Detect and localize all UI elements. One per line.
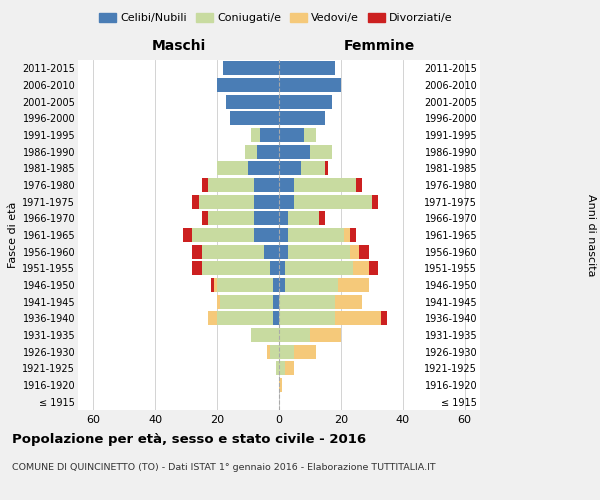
Bar: [208, 211, 254, 226]
Bar: [223, 62, 279, 76]
Bar: [295, 344, 316, 359]
Bar: [208, 178, 254, 192]
Bar: [273, 278, 279, 292]
Bar: [230, 112, 279, 126]
Bar: [279, 211, 288, 226]
Bar: [279, 261, 285, 276]
Bar: [279, 294, 335, 308]
Bar: [279, 162, 301, 175]
Text: Anni di nascita: Anni di nascita: [586, 194, 596, 276]
Legend: Celibi/Nubili, Coniugati/e, Vedovi/e, Divorziati/e: Celibi/Nubili, Coniugati/e, Vedovi/e, Di…: [95, 8, 457, 28]
Bar: [285, 261, 353, 276]
Bar: [279, 344, 295, 359]
Bar: [310, 328, 341, 342]
Bar: [279, 94, 332, 109]
Text: COMUNE DI QUINCINETTO (TO) - Dati ISTAT 1° gennaio 2016 - Elaborazione TUTTITALI: COMUNE DI QUINCINETTO (TO) - Dati ISTAT …: [12, 462, 436, 471]
Bar: [254, 194, 279, 209]
Bar: [276, 361, 279, 376]
Bar: [310, 144, 332, 159]
Bar: [254, 228, 279, 242]
Bar: [304, 128, 316, 142]
Bar: [202, 244, 263, 259]
Bar: [260, 128, 279, 142]
Bar: [335, 294, 362, 308]
Bar: [359, 244, 368, 259]
Bar: [208, 311, 217, 326]
Text: Popolazione per età, sesso e stato civile - 2016: Popolazione per età, sesso e stato civil…: [12, 432, 366, 446]
Bar: [279, 278, 285, 292]
Bar: [368, 261, 378, 276]
Bar: [350, 244, 359, 259]
Bar: [217, 294, 220, 308]
Bar: [193, 228, 254, 242]
Bar: [279, 112, 325, 126]
Bar: [226, 94, 279, 109]
Bar: [251, 328, 279, 342]
Bar: [254, 178, 279, 192]
Bar: [344, 228, 350, 242]
Bar: [279, 361, 285, 376]
Bar: [263, 244, 279, 259]
Bar: [356, 178, 362, 192]
Bar: [288, 228, 344, 242]
Bar: [217, 278, 273, 292]
Bar: [288, 211, 319, 226]
Bar: [372, 194, 378, 209]
Bar: [193, 194, 199, 209]
Bar: [202, 261, 270, 276]
Bar: [211, 278, 214, 292]
Bar: [183, 228, 193, 242]
Bar: [217, 78, 279, 92]
Bar: [279, 78, 341, 92]
Bar: [202, 211, 208, 226]
Bar: [248, 162, 279, 175]
Bar: [270, 344, 279, 359]
Bar: [301, 162, 325, 175]
Bar: [217, 162, 248, 175]
Bar: [199, 194, 254, 209]
Bar: [273, 311, 279, 326]
Bar: [202, 178, 208, 192]
Bar: [381, 311, 387, 326]
Bar: [350, 228, 356, 242]
Bar: [270, 261, 279, 276]
Bar: [279, 378, 282, 392]
Bar: [295, 178, 356, 192]
Bar: [279, 328, 310, 342]
Bar: [193, 261, 202, 276]
Bar: [279, 128, 304, 142]
Bar: [257, 144, 279, 159]
Bar: [251, 128, 260, 142]
Y-axis label: Fasce di età: Fasce di età: [8, 202, 18, 268]
Bar: [285, 278, 338, 292]
Bar: [254, 211, 279, 226]
Bar: [214, 278, 217, 292]
Text: Maschi: Maschi: [151, 40, 206, 54]
Bar: [279, 244, 288, 259]
Bar: [319, 211, 325, 226]
Bar: [288, 244, 350, 259]
Bar: [279, 144, 310, 159]
Bar: [245, 144, 257, 159]
Bar: [325, 162, 328, 175]
Text: Femmine: Femmine: [344, 40, 415, 54]
Bar: [279, 62, 335, 76]
Bar: [335, 311, 381, 326]
Bar: [220, 294, 273, 308]
Bar: [338, 278, 368, 292]
Bar: [279, 311, 335, 326]
Bar: [285, 361, 295, 376]
Bar: [279, 228, 288, 242]
Bar: [266, 344, 270, 359]
Bar: [279, 194, 295, 209]
Bar: [295, 194, 372, 209]
Bar: [193, 244, 202, 259]
Bar: [273, 294, 279, 308]
Bar: [279, 178, 295, 192]
Bar: [217, 311, 273, 326]
Bar: [353, 261, 368, 276]
